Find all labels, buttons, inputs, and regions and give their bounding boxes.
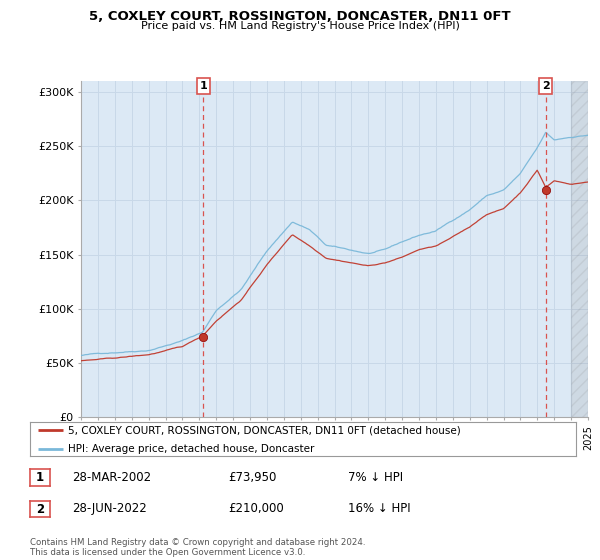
Bar: [571, 81, 588, 417]
Text: 28-JUN-2022: 28-JUN-2022: [72, 502, 147, 515]
Text: 5, COXLEY COURT, ROSSINGTON, DONCASTER, DN11 0FT (detached house): 5, COXLEY COURT, ROSSINGTON, DONCASTER, …: [68, 426, 461, 435]
Text: 16% ↓ HPI: 16% ↓ HPI: [348, 502, 410, 515]
Text: £210,000: £210,000: [228, 502, 284, 515]
Text: Price paid vs. HM Land Registry's House Price Index (HPI): Price paid vs. HM Land Registry's House …: [140, 21, 460, 31]
Text: 2: 2: [36, 502, 44, 516]
Text: 5, COXLEY COURT, ROSSINGTON, DONCASTER, DN11 0FT: 5, COXLEY COURT, ROSSINGTON, DONCASTER, …: [89, 10, 511, 23]
Text: 28-MAR-2002: 28-MAR-2002: [72, 470, 151, 484]
Text: 1: 1: [199, 81, 207, 91]
Text: HPI: Average price, detached house, Doncaster: HPI: Average price, detached house, Donc…: [68, 444, 314, 454]
Text: 2: 2: [542, 81, 550, 91]
Text: £73,950: £73,950: [228, 470, 277, 484]
Text: Contains HM Land Registry data © Crown copyright and database right 2024.
This d: Contains HM Land Registry data © Crown c…: [30, 538, 365, 557]
Text: 1: 1: [36, 471, 44, 484]
Text: 7% ↓ HPI: 7% ↓ HPI: [348, 470, 403, 484]
